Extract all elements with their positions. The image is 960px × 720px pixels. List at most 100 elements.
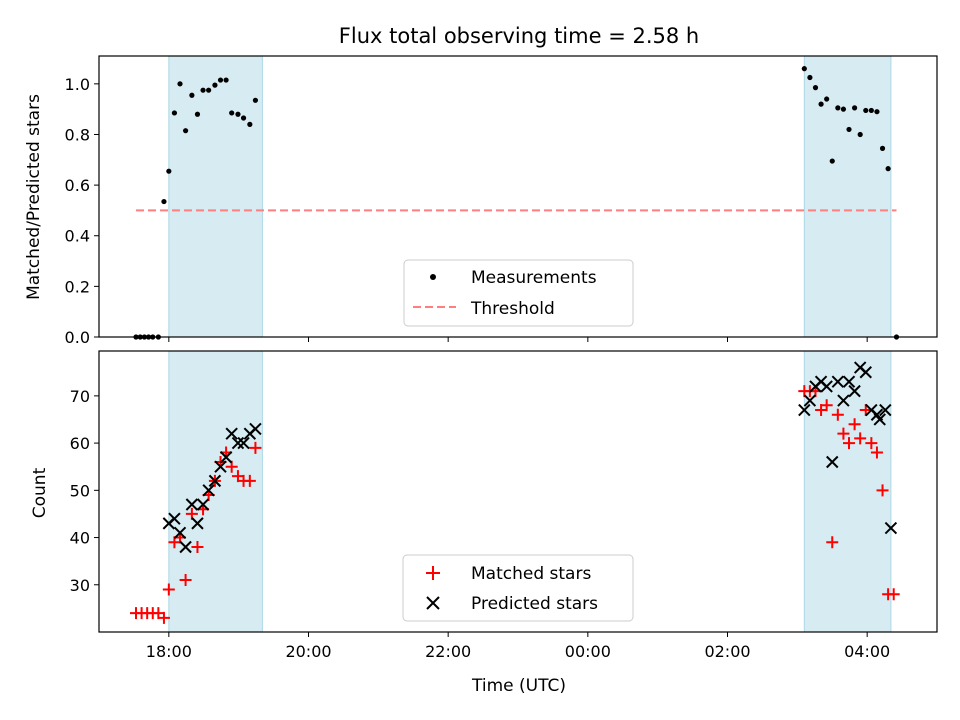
ratio-y-tick-label: 0.4 bbox=[65, 227, 90, 246]
legend-predicted-marker bbox=[426, 596, 440, 610]
x-tick-label: 02:00 bbox=[704, 642, 750, 661]
ratio-plot-frame bbox=[98, 55, 938, 338]
predicted-star-point bbox=[884, 521, 898, 535]
count-legend-box bbox=[402, 554, 634, 622]
count-y-tick-label: 40 bbox=[70, 529, 90, 548]
predicted-star-point bbox=[237, 436, 250, 450]
predicted-star-point bbox=[168, 512, 181, 525]
measurement-point bbox=[161, 198, 167, 205]
matched-star-point bbox=[162, 583, 175, 596]
measurement-point bbox=[206, 87, 212, 93]
matched-star-point bbox=[865, 437, 878, 450]
measurement-point bbox=[223, 77, 229, 83]
legend-matched-marker bbox=[426, 566, 440, 580]
measurement-point bbox=[194, 111, 201, 117]
count-y-tick-label: 70 bbox=[70, 387, 90, 406]
predicted-star-point bbox=[831, 375, 845, 388]
measurement-point bbox=[189, 92, 195, 98]
matched-star-point bbox=[249, 441, 262, 454]
legend-matched-label: Matched stars bbox=[471, 564, 591, 584]
measurement-point bbox=[885, 166, 891, 172]
count-y-tick-label: 30 bbox=[70, 576, 90, 595]
matched-star-point bbox=[843, 437, 856, 450]
predicted-star-point bbox=[196, 498, 210, 511]
ratio-legend-box bbox=[403, 259, 634, 327]
count-observing-window bbox=[168, 350, 263, 633]
ratio-y-tick-label: 0.0 bbox=[65, 328, 90, 347]
matched-star-point bbox=[887, 588, 900, 601]
measurement-point bbox=[812, 85, 819, 91]
x-axis-label: Time (UTC) bbox=[471, 676, 566, 696]
measurement-point bbox=[801, 66, 807, 72]
predicted-star-point bbox=[249, 422, 262, 436]
measurement-point bbox=[851, 105, 858, 111]
measurement-point bbox=[818, 101, 824, 107]
ratio-y-tick-label: 0.2 bbox=[65, 277, 90, 296]
legend-measurements-label: Measurements bbox=[471, 268, 597, 288]
predicted-star-point bbox=[859, 366, 872, 379]
x-tick-label: 22:00 bbox=[425, 642, 471, 661]
measurement-point bbox=[829, 158, 835, 164]
x-tick-label: 00:00 bbox=[565, 642, 611, 661]
predicted-star-point bbox=[798, 403, 811, 417]
predicted-star-point bbox=[179, 540, 192, 554]
x-tick-label: 20:00 bbox=[285, 642, 331, 661]
matched-star-point bbox=[870, 446, 883, 459]
ratio-legend: Measurements Threshold bbox=[403, 259, 634, 327]
matched-star-point bbox=[876, 484, 889, 497]
matched-star-point bbox=[837, 427, 850, 440]
legend-predicted-label: Predicted stars bbox=[471, 594, 598, 614]
measurement-point bbox=[217, 77, 224, 83]
count-panel: Count Time (UTC) 30 40 50 60 70 18:00 20:00 22:… bbox=[30, 350, 938, 696]
measurement-point bbox=[182, 128, 189, 134]
ratio-y-tick-label: 1.0 bbox=[65, 75, 90, 94]
predicted-star-point bbox=[837, 394, 850, 407]
matched-star-point bbox=[157, 611, 170, 624]
predicted-star-point bbox=[873, 413, 886, 426]
matched-star-point bbox=[859, 404, 872, 417]
predicted-star-point bbox=[173, 526, 187, 540]
measurement-point bbox=[252, 97, 259, 103]
matched-star-point bbox=[831, 408, 844, 421]
matched-star-point bbox=[826, 536, 839, 549]
predicted-star-point bbox=[225, 427, 238, 440]
predicted-star-point bbox=[219, 451, 233, 464]
predicted-star-point bbox=[214, 460, 227, 473]
matched-star-point bbox=[820, 399, 833, 412]
predicted-star-point bbox=[231, 436, 245, 450]
measurement-point bbox=[229, 110, 235, 116]
measurement-point bbox=[879, 145, 886, 152]
matched-star-point bbox=[185, 507, 198, 520]
measurement-point bbox=[857, 131, 863, 138]
predicted-star-point bbox=[803, 394, 817, 407]
measurement-point bbox=[166, 168, 172, 174]
predicted-star-point bbox=[820, 380, 833, 393]
matched-star-point bbox=[225, 460, 238, 473]
count-legend: Matched stars Predicted stars bbox=[402, 554, 634, 622]
predicted-star-point bbox=[826, 455, 839, 469]
measurement-point bbox=[177, 81, 183, 87]
predicted-star-point bbox=[191, 517, 204, 530]
predicted-star-point bbox=[879, 403, 892, 417]
ratio-y-tick-label: 0.8 bbox=[65, 125, 90, 144]
count-y-tick-label: 50 bbox=[70, 481, 90, 500]
matched-star-point bbox=[854, 432, 867, 445]
ratio-panel: Flux total observing time = 2.58 h Match… bbox=[24, 24, 938, 347]
matched-star-point bbox=[848, 418, 861, 431]
predicted-star-point bbox=[208, 474, 222, 488]
legend-measurements-marker bbox=[430, 274, 436, 280]
matched-star-point bbox=[191, 540, 204, 553]
x-tick-label: 04:00 bbox=[844, 642, 890, 661]
matched-star-point bbox=[243, 474, 256, 487]
measurement-point bbox=[212, 82, 218, 88]
measurement-point bbox=[846, 126, 852, 133]
count-y-tick-label: 60 bbox=[70, 434, 90, 453]
measurement-point bbox=[171, 110, 178, 116]
count-observing-window bbox=[803, 350, 892, 633]
measurement-point bbox=[247, 121, 253, 127]
legend-threshold-label: Threshold bbox=[470, 299, 555, 319]
measurement-point bbox=[200, 87, 206, 93]
count-plot-frame bbox=[98, 350, 938, 633]
